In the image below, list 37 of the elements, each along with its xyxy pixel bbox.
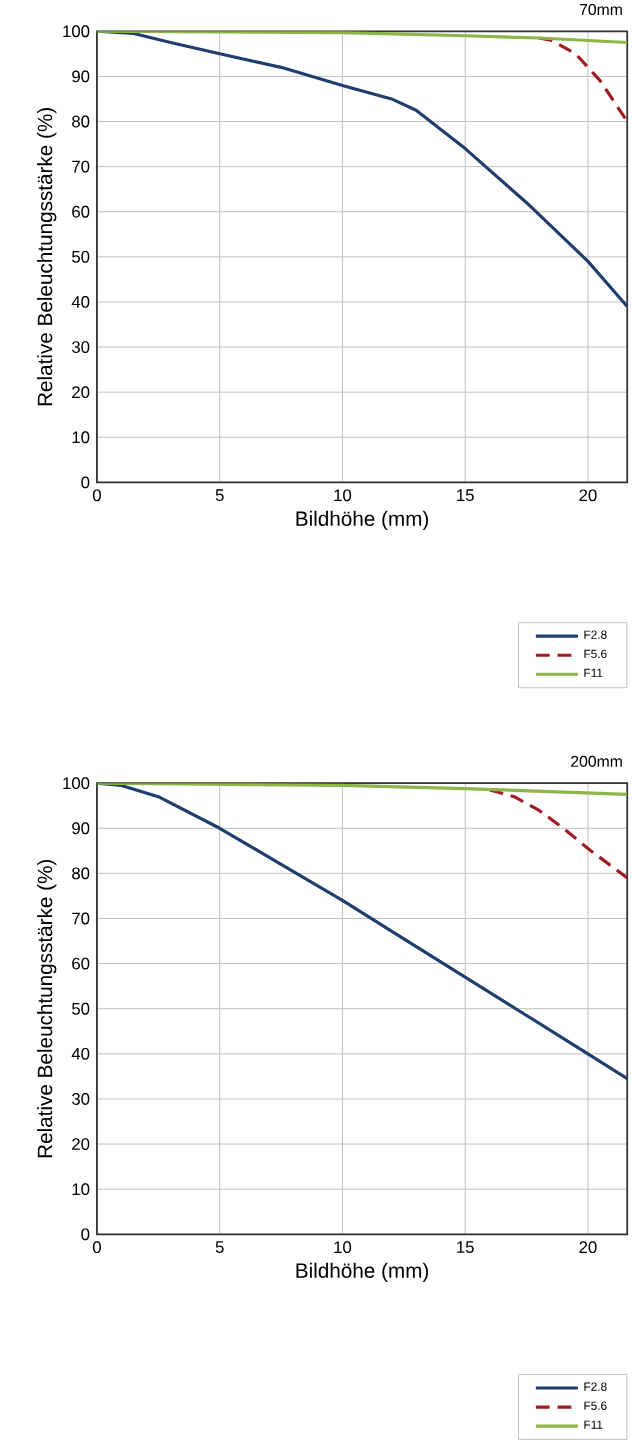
x-tick-label: 5	[216, 489, 225, 502]
y-tick-label: 20	[72, 386, 90, 399]
y-tick-label: 80	[72, 867, 90, 880]
y-tick-label: 90	[72, 70, 90, 83]
y-tick-label: 10	[73, 431, 90, 444]
y-tick-label: 30	[72, 1093, 90, 1105]
y-axis-title: Relative Beleuchtungsstärke (%)	[37, 859, 57, 1158]
y-axis-title: Relative Beleuchtungsstärke (%)	[37, 108, 57, 406]
y-tick-label: 70	[72, 912, 90, 925]
x-tick-label: 5	[216, 1241, 225, 1253]
x-tick-label: 15	[457, 489, 475, 502]
x-axis-title: Bildhöhe (mm)	[296, 1262, 429, 1283]
y-tick-label: 100	[63, 777, 90, 790]
y-tick-label: 70	[72, 160, 90, 173]
y-tick-label: 40	[72, 296, 90, 308]
y-tick-label: 20	[72, 1138, 90, 1150]
x-tick-label: 0	[93, 1241, 102, 1254]
y-tick-label: 40	[72, 1047, 90, 1060]
y-tick-label: 10	[73, 1183, 90, 1196]
y-tick-label: 60	[72, 205, 90, 218]
x-tick-label: 10	[334, 489, 352, 502]
x-tick-label: 10	[334, 1241, 352, 1254]
y-tick-label: 90	[72, 822, 90, 835]
x-tick-label: 0	[93, 489, 102, 502]
y-tick-label: 60	[72, 957, 90, 970]
y-tick-label: 30	[72, 341, 90, 353]
y-tick-label: 0	[81, 1228, 90, 1241]
y-tick-label: 0	[81, 476, 90, 489]
y-tick-label: 50	[72, 250, 90, 263]
x-tick-label: 20	[579, 1241, 598, 1254]
y-tick-label: 50	[72, 1002, 90, 1015]
y-tick-label: 100	[63, 25, 90, 38]
x-axis-title: Bildhöhe (mm)	[296, 510, 429, 531]
x-tick-label: 15	[457, 1241, 475, 1253]
line-series	[488, 788, 628, 880]
x-tick-label: 20	[579, 489, 598, 502]
y-tick-label: 80	[72, 115, 90, 128]
